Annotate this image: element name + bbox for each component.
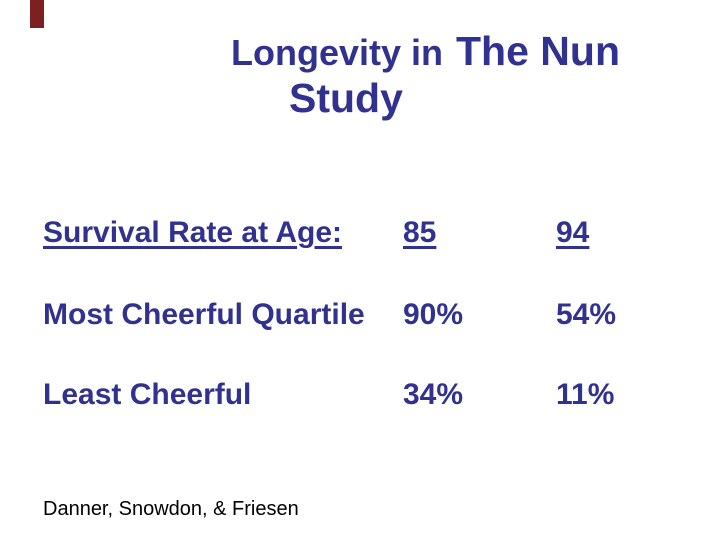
header-age-85: 85 [403,216,437,249]
row-label-least-cheerful: Least Cheerful [43,378,252,411]
header-label-survival-rate: Survival Rate at Age: [43,216,342,249]
title-text-the-nun: The Nun [456,28,620,74]
least-cheerful-value-age94: 11% [556,378,615,411]
table-header-row: Survival Rate at Age: 85 94 [0,218,720,258]
corner-accent-bar [30,0,44,28]
slide-title-line1: Longevity in The Nun [231,31,620,72]
title-text-longevity-in: Longevity in [231,32,444,73]
least-cheerful-value-age85: 34% [403,378,464,411]
most-cheerful-value-age94: 54% [556,298,617,331]
table-row-least-cheerful: Least Cheerful 34% 11% [0,380,720,420]
header-age-94: 94 [556,216,590,249]
table-row-most-cheerful: Most Cheerful Quartile 90% 54% [0,300,720,340]
citation-authors: Danner, Snowdon, & Friesen [43,498,299,520]
most-cheerful-value-age85: 90% [403,298,464,331]
row-label-most-cheerful: Most Cheerful Quartile [43,298,365,331]
slide-title-line2: Study [289,75,403,121]
